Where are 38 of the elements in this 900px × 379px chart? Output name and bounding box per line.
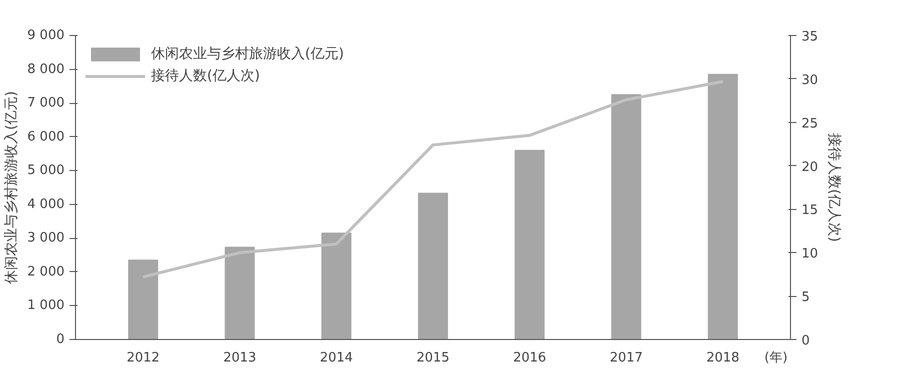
y-tick-label: 6 000 — [27, 129, 64, 144]
x-tick-label: 2017 — [610, 350, 643, 366]
y2-tick-label: 35 — [802, 30, 818, 44]
x-tick-label: 2015 — [416, 350, 450, 366]
y2-axis-title: 接待人数(亿人次) — [826, 133, 842, 242]
x-tick-label: 2014 — [320, 350, 353, 366]
y-axis-title: 休闲农业与乡村旅游收入(亿元) — [3, 91, 20, 284]
y-tick-label: 4 000 — [27, 196, 64, 212]
line-series — [142, 80, 724, 278]
y-tick-label: 5 000 — [27, 163, 64, 178]
y-tick-label: 1 000 — [27, 298, 64, 314]
y-tick-label: 8 000 — [27, 62, 64, 77]
bar — [708, 74, 738, 340]
y2-tick-label: 10 — [802, 246, 818, 262]
y2-tick-label: 30 — [802, 72, 818, 88]
y2-tick-label: 15 — [802, 203, 818, 218]
y2-tick-label: 0 — [802, 334, 810, 348]
x-tick-label: 2013 — [223, 350, 256, 366]
bar — [321, 232, 352, 340]
y2-tick-label: 20 — [802, 160, 818, 175]
y-tick-label: 9 000 — [27, 28, 64, 43]
bar — [224, 246, 255, 340]
bar — [418, 192, 448, 340]
y-tick-label: 7 000 — [27, 96, 64, 111]
x-tick-label: 2012 — [126, 350, 160, 366]
y2-tick-label: 5 — [802, 290, 810, 306]
legend-label: 接待人数(亿人次) — [151, 67, 260, 85]
bar — [611, 94, 642, 340]
y2-tick-label: 25 — [802, 116, 818, 132]
y-tick-label: 2 000 — [27, 264, 64, 280]
legend-label: 休闲农业与乡村旅游收入(亿元) — [151, 45, 344, 63]
y-tick-label: 0 — [56, 332, 65, 347]
y-tick-label: 3 000 — [27, 230, 64, 246]
x-tick-label: 2016 — [513, 350, 546, 366]
text: (年) — [764, 350, 788, 366]
x-tick-label: 2018 — [706, 350, 740, 366]
bar — [128, 260, 158, 340]
bar — [514, 150, 545, 340]
